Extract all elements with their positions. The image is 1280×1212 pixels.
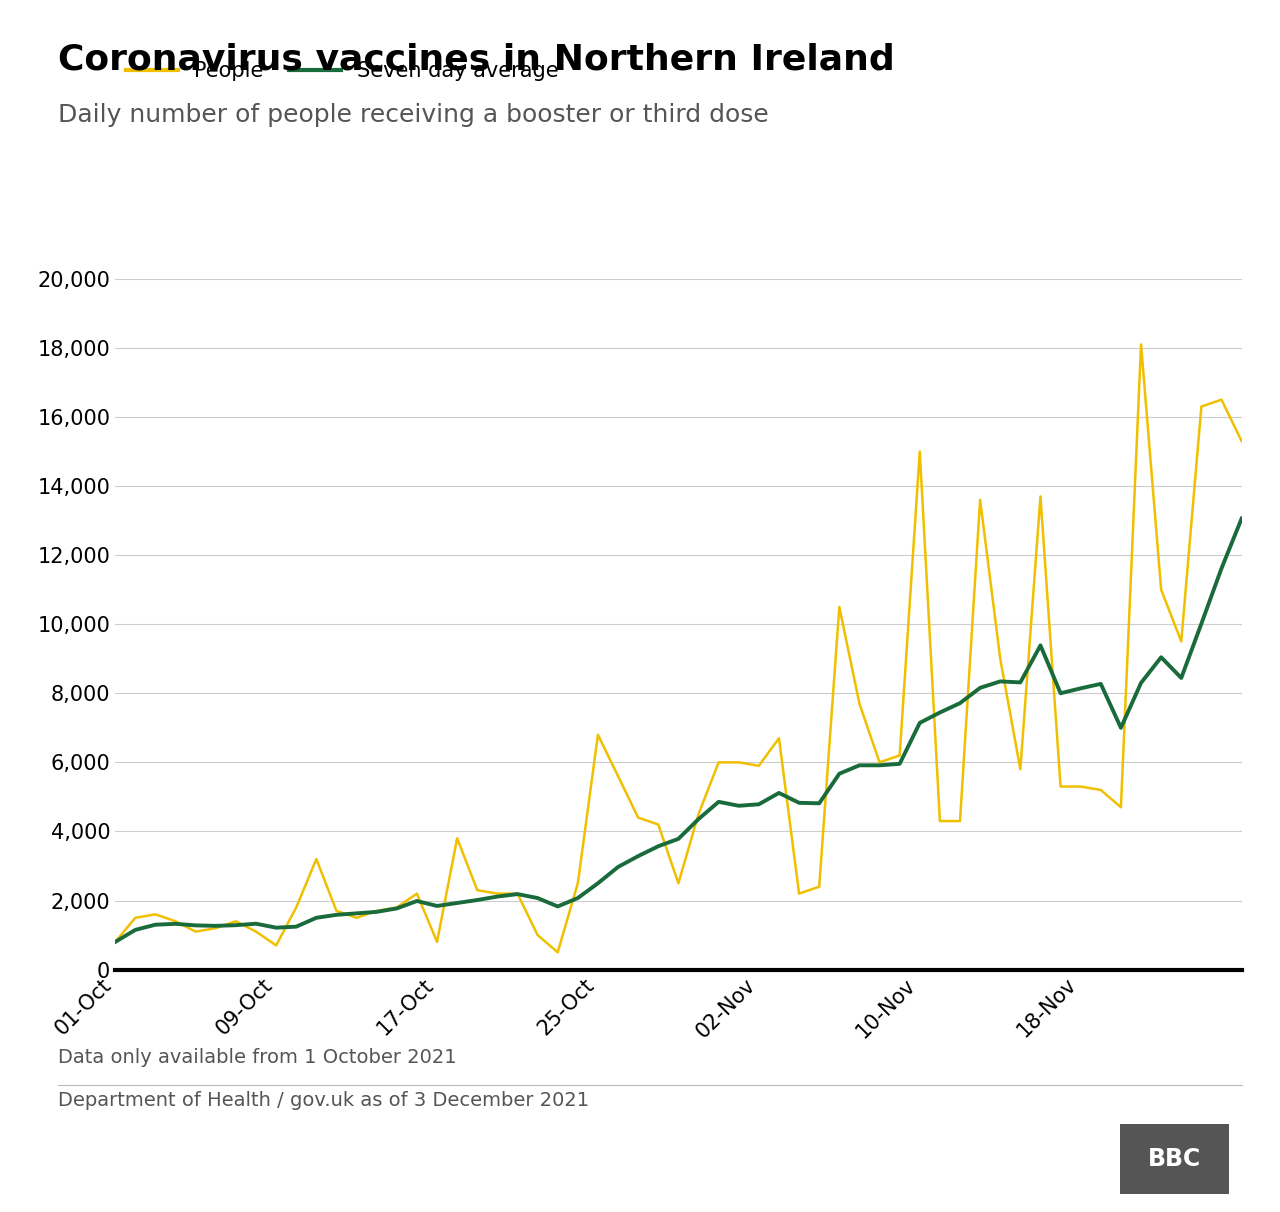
- Text: Data only available from 1 October 2021: Data only available from 1 October 2021: [58, 1048, 456, 1068]
- Text: Coronavirus vaccines in Northern Ireland: Coronavirus vaccines in Northern Ireland: [58, 42, 895, 76]
- Legend: People, Seven day average: People, Seven day average: [125, 61, 559, 81]
- Text: BBC: BBC: [1148, 1147, 1201, 1171]
- Text: Department of Health / gov.uk as of 3 December 2021: Department of Health / gov.uk as of 3 De…: [58, 1091, 589, 1110]
- Text: Daily number of people receiving a booster or third dose: Daily number of people receiving a boost…: [58, 103, 768, 127]
